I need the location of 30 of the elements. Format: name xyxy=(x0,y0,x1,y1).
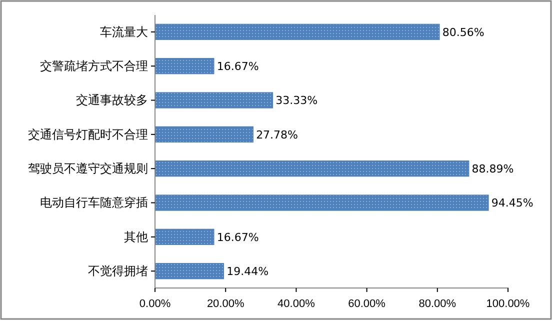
x-tick-label: 0.00% xyxy=(139,298,171,310)
data-label: 27.78% xyxy=(256,128,298,142)
bar xyxy=(154,228,214,246)
x-tick-label: 80.00% xyxy=(418,298,456,310)
x-tick-label: 60.00% xyxy=(348,298,386,310)
data-label: 80.56% xyxy=(442,26,484,39)
y-tick-label: 驾驶员不遵守交通规则 xyxy=(28,161,148,176)
y-tick-label: 电动自行车随意穿插 xyxy=(40,196,148,210)
data-label: 33.33% xyxy=(276,94,318,108)
bar xyxy=(154,263,224,280)
bar xyxy=(154,160,470,177)
data-label: 16.67% xyxy=(216,60,259,73)
bar xyxy=(154,194,489,211)
bar xyxy=(154,92,274,108)
bar xyxy=(154,24,440,40)
data-label: 19.44% xyxy=(226,264,269,278)
x-tick-label: 20.00% xyxy=(206,298,244,310)
x-tick-label: 100.00% xyxy=(486,298,530,310)
y-tick-label: 交通信号灯配时不合理 xyxy=(28,127,148,142)
data-label: 88.89% xyxy=(472,162,514,176)
y-tick-label: 其他 xyxy=(124,230,148,244)
data-label: 94.45% xyxy=(491,196,534,210)
data-label: 16.67% xyxy=(216,230,259,244)
y-tick-label: 车流量大 xyxy=(100,24,148,39)
y-tick-label: 交通事故较多 xyxy=(76,93,148,108)
y-tick-label: 交警疏堵方式不合理 xyxy=(40,58,148,73)
y-tick-label: 不觉得拥堵 xyxy=(88,264,148,278)
x-tick-label: 40.00% xyxy=(278,298,316,310)
bar xyxy=(154,58,214,74)
bar xyxy=(154,126,254,143)
